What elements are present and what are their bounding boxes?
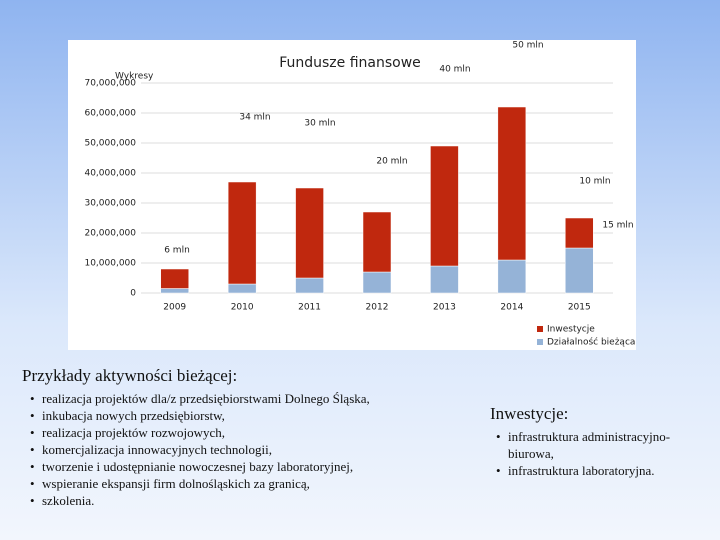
bar-segment <box>497 106 527 261</box>
legend-swatch <box>537 326 543 332</box>
y-tick-label: 20,000,000 <box>84 229 136 239</box>
y-tick-label: 0 <box>130 289 136 299</box>
x-tick-label: 2010 <box>231 303 254 313</box>
legend-swatch <box>537 339 543 345</box>
bar-segment <box>295 187 324 279</box>
bar-segment <box>565 247 594 294</box>
annotation: 20 mln <box>376 157 407 167</box>
y-tick-label: 50,000,000 <box>84 139 136 149</box>
list-item: realizacja projektów rozwojowych, <box>30 424 442 441</box>
annotation: 6 mln <box>164 246 190 256</box>
bar-segment <box>227 181 257 285</box>
chart-title: Fundusze finansowe <box>279 55 421 71</box>
bar-segment <box>227 283 257 294</box>
x-tick-label: 2014 <box>500 303 523 313</box>
x-tick-label: 2011 <box>298 303 321 313</box>
legend-label: Inwestycje <box>547 325 595 335</box>
annotation: 10 mln <box>579 177 610 187</box>
bar-segment <box>160 288 189 294</box>
annotation: 34 mln <box>239 113 270 123</box>
list-item: infrastruktura administracyjno-biurowa, <box>496 428 690 462</box>
bar-segment <box>295 277 324 294</box>
bar-segment <box>497 259 527 294</box>
heading: Inwestycje: <box>490 404 569 423</box>
list-item: tworzenie i udostępnianie nowoczesnej ba… <box>30 458 442 475</box>
list-item: komercjalizacja innowacyjnych technologi… <box>30 441 442 458</box>
bar-segment <box>362 271 392 294</box>
annotation: Wykresy <box>115 72 154 82</box>
chart-area <box>68 40 636 350</box>
x-tick-label: 2015 <box>568 303 591 313</box>
investments-section: Inwestycje: infrastruktura administracyj… <box>490 404 690 479</box>
y-tick-label: 30,000,000 <box>84 199 136 209</box>
annotation: 15 mln <box>602 221 633 231</box>
bar-segment <box>160 268 189 289</box>
bar-segment <box>430 145 459 267</box>
list-item: inkubacja nowych przedsiębiorstw, <box>30 407 442 424</box>
list-item: infrastruktura laboratoryjna. <box>496 462 690 479</box>
list-item: realizacja projektów dla/z przedsiębiors… <box>30 390 442 407</box>
y-tick-label: 60,000,000 <box>84 109 136 119</box>
list-item: wspieranie ekspansji firm dolnośląskich … <box>30 475 442 492</box>
chart: Fundusze finansowe 0 10,000,000 20,000,000… <box>68 40 636 350</box>
bar-segment <box>430 265 459 294</box>
y-tick-label: 40,000,000 <box>84 169 136 179</box>
heading: Przykłady aktywności bieżącej: <box>22 366 238 385</box>
x-tick-label: 2009 <box>163 303 186 313</box>
bar-segment <box>565 217 594 249</box>
y-tick-label: 70,000,000 <box>84 79 136 89</box>
legend-label: Działalność bieżąca <box>547 337 635 348</box>
x-tick-label: 2012 <box>366 303 389 313</box>
y-tick-label: 10,000,000 <box>84 259 136 269</box>
annotation: 30 mln <box>304 119 335 129</box>
list: realizacja projektów dla/z przedsiębiors… <box>22 390 442 509</box>
bar-segment <box>362 211 392 273</box>
list: infrastruktura administracyjno-biurowa,i… <box>490 428 690 479</box>
x-tick-label: 2013 <box>433 303 456 313</box>
list-item: szkolenia. <box>30 492 442 509</box>
annotation: 50 mln <box>512 41 543 51</box>
annotation: 40 mln <box>439 65 470 75</box>
current-section: Przykłady aktywności bieżącej: realizacj… <box>22 366 442 509</box>
